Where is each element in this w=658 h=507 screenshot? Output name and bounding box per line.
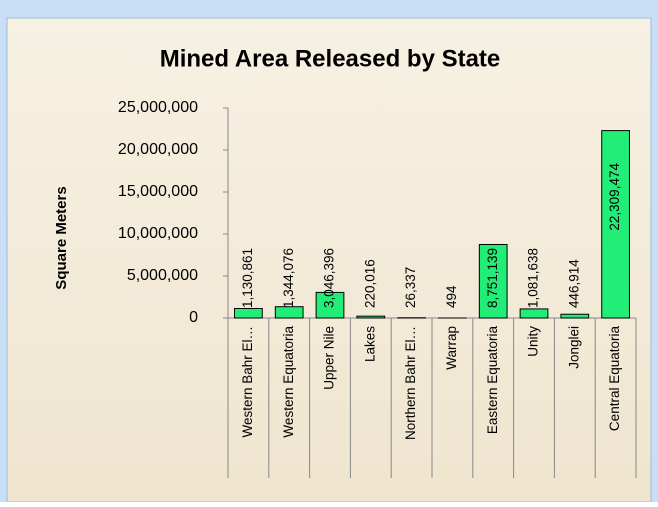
value-label: 3,046,396 [322,248,337,308]
x-tick-label: Western Equatoria [281,326,296,438]
bar [561,314,589,318]
y-tick-label: 25,000,000 [118,99,198,116]
x-tick-label: Central Equatoria [607,326,622,432]
y-tick-label: 10,000,000 [118,225,198,242]
x-tick-label: Eastern Equatoria [485,326,500,435]
x-tick-label: Western Bahr El… [240,326,255,438]
value-label: 1,081,638 [526,248,541,308]
value-label: 26,337 [403,267,418,308]
bar [520,309,548,318]
y-tick-label: 0 [189,309,198,326]
x-tick-label: Jonglei [566,326,581,369]
value-label: 22,309,474 [607,163,622,231]
bar [357,316,385,318]
y-tick-label: 20,000,000 [118,141,198,158]
bar [235,309,263,318]
y-axis-label: Square Meters [53,186,70,289]
value-label: 1,344,076 [281,248,296,308]
chart-title: Mined Area Released by State [160,45,501,72]
value-label: 494 [444,285,459,308]
x-tick-label: Lakes [362,326,377,362]
y-tick-label: 5,000,000 [127,267,198,284]
x-tick-label: Northern Bahr El… [403,326,418,440]
x-tick-label: Unity [526,326,541,357]
x-tick-label: Warrap [444,326,459,370]
value-label: 446,914 [566,259,581,308]
value-label: 1,130,861 [240,248,255,308]
value-label: 8,751,139 [485,248,500,308]
value-label: 220,016 [362,259,377,308]
x-tick-label: Upper Nile [322,326,337,390]
y-tick-label: 15,000,000 [118,183,198,200]
